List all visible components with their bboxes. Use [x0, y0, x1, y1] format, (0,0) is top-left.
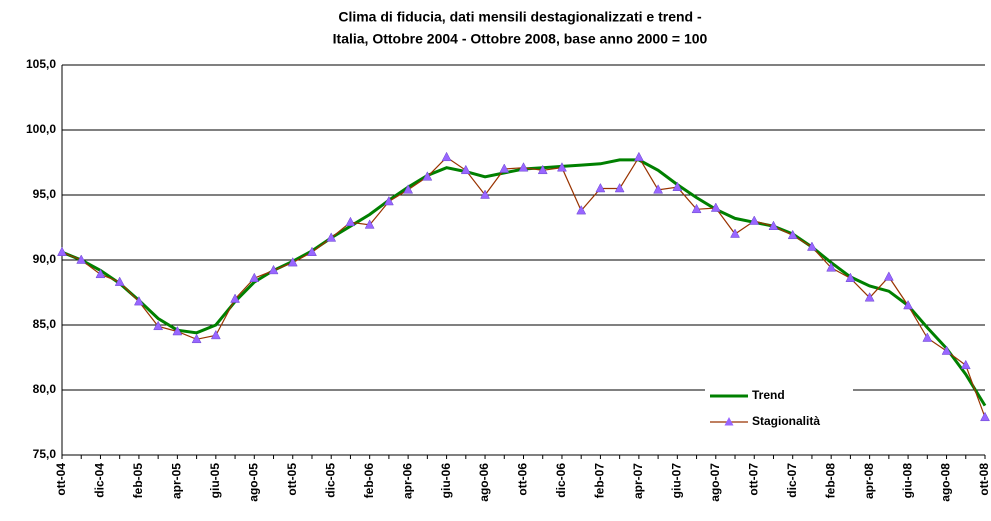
marker: [460, 164, 471, 175]
marker: [153, 320, 164, 331]
marker: [537, 164, 548, 175]
marker: [864, 292, 875, 302]
x-tick-label: ott-07: [746, 463, 760, 496]
marker: [57, 246, 67, 256]
marker: [230, 293, 240, 303]
marker: [749, 215, 760, 225]
marker: [480, 189, 490, 199]
x-tick-label: dic-05: [323, 463, 337, 498]
x-tick-label: giu-06: [439, 463, 453, 499]
x-tick-label: feb-08: [823, 463, 837, 499]
marker: [922, 332, 933, 342]
marker: [787, 229, 798, 240]
x-tick-label: giu-05: [208, 463, 222, 499]
series-line: [61, 158, 987, 407]
marker: [614, 182, 625, 193]
y-tick-label: 85,0: [33, 317, 57, 331]
y-tick-label: 80,0: [33, 382, 57, 396]
x-tick-label: feb-07: [593, 463, 607, 499]
marker: [807, 241, 817, 251]
chart-title: Italia, Ottobre 2004 - Ottobre 2008, bas…: [333, 31, 708, 47]
marker: [845, 272, 856, 282]
chart-title: Clima di fiducia, dati mensili destagion…: [338, 9, 702, 25]
marker: [557, 162, 567, 172]
legend-label: Trend: [752, 388, 785, 402]
x-tick-label: apr-08: [862, 463, 876, 499]
marker: [653, 184, 664, 194]
x-tick-label: ott-06: [516, 463, 530, 496]
x-tick-label: ago-08: [939, 463, 953, 502]
marker: [710, 202, 721, 212]
y-tick-label: 90,0: [33, 252, 57, 266]
marker: [980, 411, 990, 422]
marker: [364, 219, 375, 229]
legend-label: Stagionalità: [752, 414, 820, 428]
x-tick-label: dic-06: [554, 463, 568, 498]
marker: [499, 163, 510, 173]
x-tick-label: ago-05: [246, 463, 260, 502]
x-tick-label: ago-07: [708, 463, 722, 502]
y-tick-label: 95,0: [33, 187, 57, 201]
y-tick-label: 75,0: [33, 447, 57, 461]
marker: [422, 171, 433, 181]
marker: [883, 271, 894, 281]
marker: [383, 195, 394, 206]
marker: [172, 325, 183, 336]
x-tick-label: dic-04: [93, 463, 107, 498]
marker: [595, 182, 606, 193]
series-line: [61, 156, 986, 418]
marker: [730, 228, 740, 238]
marker: [76, 254, 87, 264]
marker: [518, 162, 529, 172]
y-tick-label: 105,0: [26, 57, 56, 71]
marker: [210, 329, 221, 340]
marker: [826, 262, 837, 272]
marker: [691, 203, 702, 214]
marker: [326, 232, 337, 242]
x-tick-label: apr-06: [400, 463, 414, 499]
x-tick-label: ago-06: [477, 463, 491, 502]
x-tick-label: ott-04: [54, 463, 68, 496]
marker: [403, 184, 414, 194]
legend-box: [705, 382, 853, 440]
marker: [941, 345, 952, 355]
marker: [114, 276, 125, 286]
x-tick-label: dic-07: [785, 463, 799, 498]
marker: [191, 333, 202, 344]
marker: [576, 205, 587, 215]
legend-marker: [724, 417, 734, 426]
marker: [345, 216, 356, 227]
x-tick-label: ott-05: [285, 463, 299, 496]
x-tick-label: feb-05: [131, 463, 145, 499]
marker: [441, 151, 452, 162]
marker: [960, 359, 971, 370]
x-tick-label: feb-06: [362, 463, 376, 499]
marker: [249, 272, 260, 282]
marker: [768, 220, 779, 230]
x-tick-label: giu-08: [900, 463, 914, 499]
x-tick-label: apr-07: [631, 463, 645, 499]
y-tick-label: 100,0: [26, 122, 56, 136]
marker: [672, 181, 683, 191]
x-tick-label: giu-07: [670, 463, 684, 499]
marker: [633, 151, 644, 162]
marker: [307, 246, 317, 256]
x-tick-label: ott-08: [977, 463, 991, 496]
marker: [95, 268, 106, 279]
marker: [134, 296, 144, 306]
marker: [287, 257, 298, 267]
marker: [903, 299, 913, 310]
x-tick-label: apr-05: [170, 463, 184, 499]
marker: [268, 264, 279, 275]
